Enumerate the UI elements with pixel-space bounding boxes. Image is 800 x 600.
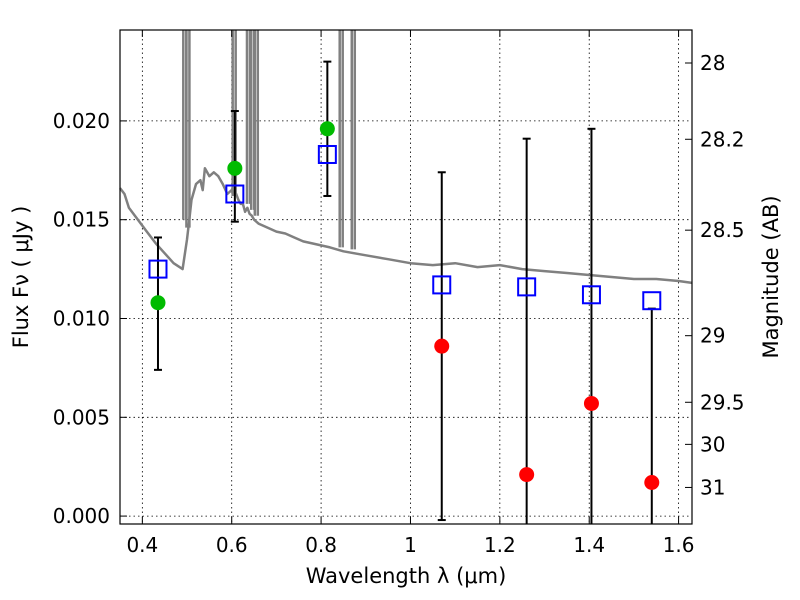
- red-circle-point: [583, 395, 599, 411]
- model-square-point: [581, 285, 601, 305]
- error-bars: [153, 60, 656, 524]
- y2-tick-label: 29: [700, 324, 725, 348]
- model-square-point: [432, 275, 452, 295]
- y2-tick-label: 31: [700, 475, 725, 499]
- y2-tick-label: 28.2: [700, 127, 745, 151]
- green-circle-point: [319, 121, 335, 137]
- x-tick-label: 0.8: [305, 533, 337, 557]
- green-circle-point: [227, 160, 243, 176]
- model-square-point: [225, 184, 245, 204]
- x-tick-label: 0.4: [126, 533, 158, 557]
- plot-frame: [119, 29, 693, 525]
- y2-tick-label: 29.5: [700, 390, 745, 414]
- model-square-point: [642, 291, 662, 311]
- red-circle-point: [644, 475, 660, 491]
- y2-tick-label: 28: [700, 51, 725, 75]
- y-tick-label: 0.005: [53, 405, 110, 429]
- y-tick-label: 0.010: [53, 306, 110, 330]
- x-tick-label: 0.6: [216, 533, 248, 557]
- model-square-point: [517, 277, 537, 297]
- model-square-point: [148, 259, 168, 279]
- green-circle-point: [150, 295, 166, 311]
- y-axis-title: Flux Fν ( μJy ): [9, 206, 33, 349]
- x-tick-label: 1.4: [573, 533, 605, 557]
- y2-axis-title: Magnitude (AB): [759, 195, 783, 358]
- x-tick-label: 1.6: [663, 533, 695, 557]
- red-circle-point: [434, 338, 450, 354]
- model-square-point: [317, 144, 337, 164]
- y2-tick-label: 28.5: [700, 218, 745, 242]
- data-markers: [148, 121, 662, 491]
- axis-ticks: 0.4 0.6 0.8 1 1.2 1.4 1.6 0.000 0.005 0.010 0.015 0…: [53, 30, 745, 557]
- y-tick-label: 0.000: [53, 504, 110, 528]
- y2-tick-label: 30: [700, 432, 725, 456]
- red-circle-point: [519, 467, 535, 483]
- x-tick-label: 1.2: [484, 533, 516, 557]
- y-tick-label: 0.020: [53, 109, 110, 133]
- x-tick-label: 1: [404, 533, 417, 557]
- y-tick-label: 0.015: [53, 208, 110, 232]
- x-axis-title: Wavelength λ (μm): [306, 564, 507, 588]
- template-spectrum: [119, 30, 693, 285]
- template-line: [119, 167, 693, 285]
